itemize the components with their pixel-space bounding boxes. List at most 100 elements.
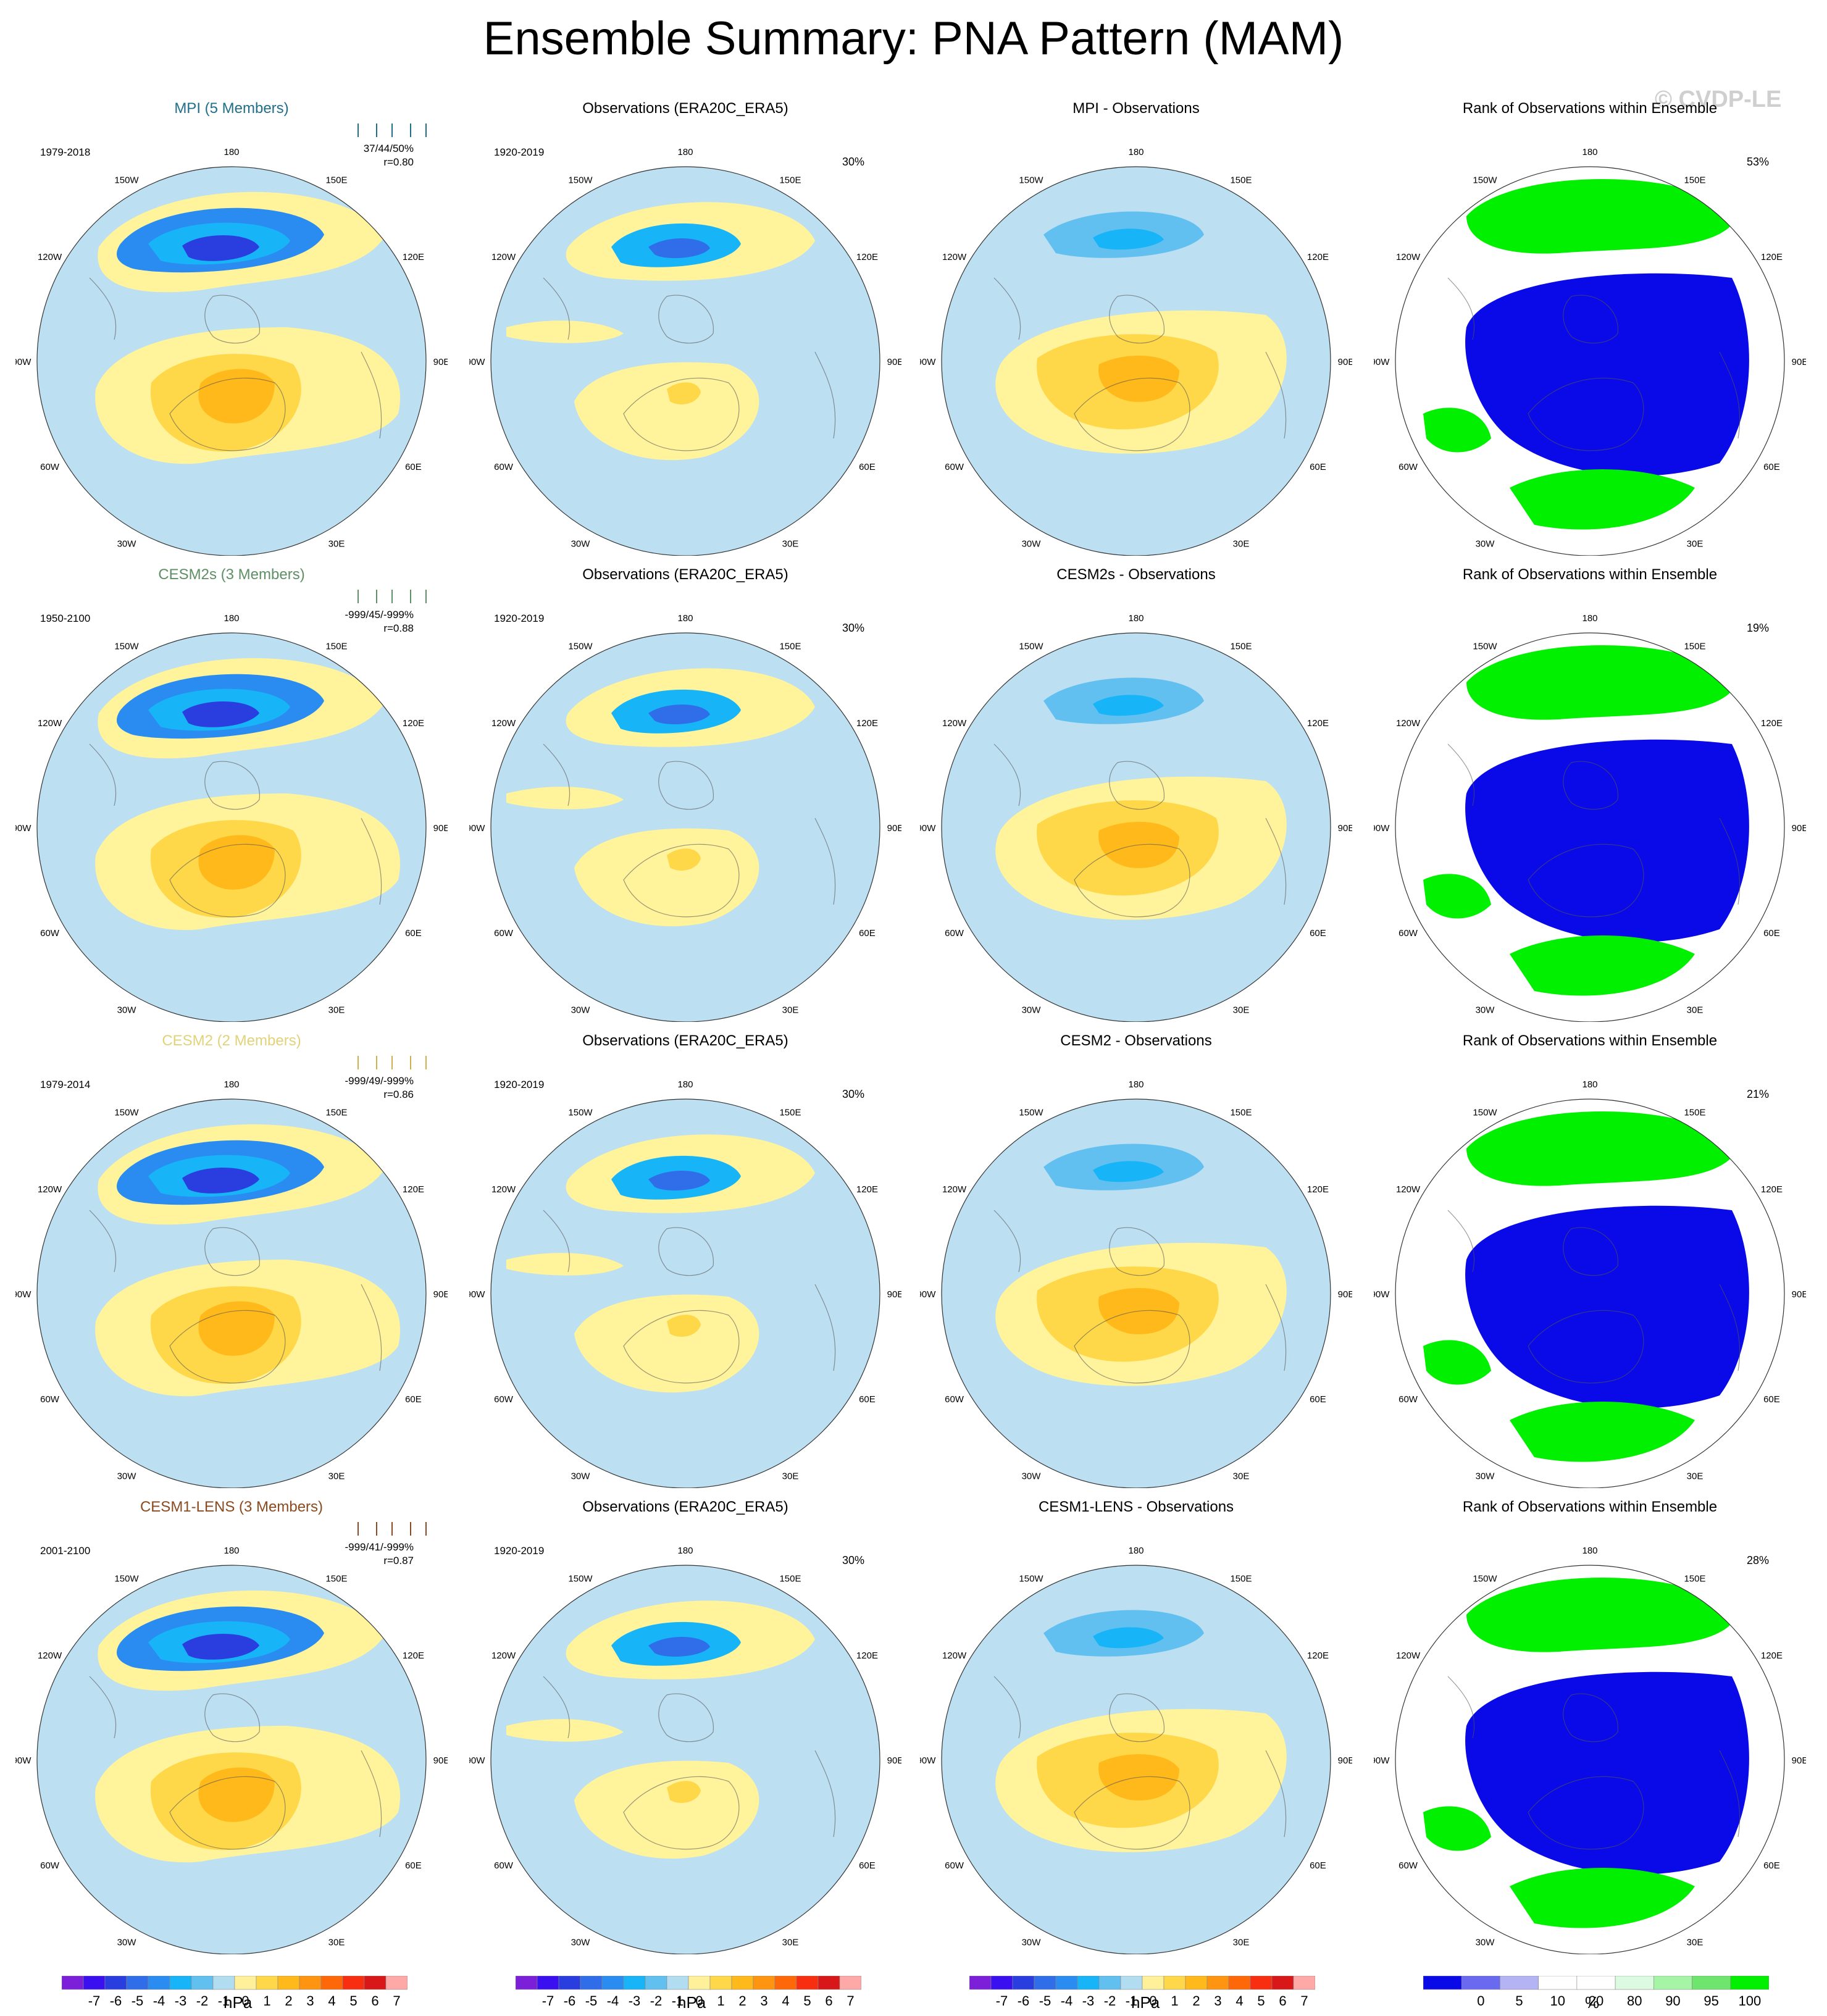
rank-percent-label: 53% — [1747, 156, 1769, 168]
longitude-label: 90E — [1338, 1755, 1352, 1766]
colorbar-swatch — [256, 1975, 278, 1990]
contour-region — [1093, 695, 1164, 716]
coastline — [1447, 1210, 1741, 1371]
longitude-label: 120W — [491, 718, 516, 729]
model-panel-title: CESM2 (2 Members) — [162, 1032, 301, 1049]
longitude-label: 90W — [1374, 1755, 1390, 1766]
longitude-label: 60W — [1398, 462, 1418, 472]
contour-region — [1510, 935, 1695, 996]
longitude-label: 150E — [1684, 642, 1705, 652]
longitude-label: 90E — [887, 357, 901, 367]
colorbar-swatch — [191, 1975, 214, 1990]
rank-panel-title: Rank of Observations within Ensemble — [1463, 566, 1717, 583]
longitude-label: 90E — [433, 357, 448, 367]
colorbar-swatch — [83, 1975, 106, 1990]
longitude-label: 90W — [469, 1755, 485, 1766]
colorbar-tick-label: 6 — [825, 1993, 832, 2009]
colorbar-tick-label: -6 — [1018, 1993, 1030, 2009]
contour-region — [667, 1781, 701, 1803]
longitude-label: 90W — [469, 823, 485, 834]
colorbar-unit: hPa — [1131, 1993, 1160, 2012]
longitude-label: 30E — [1233, 1937, 1250, 1947]
longitude-label: 90E — [887, 1755, 901, 1766]
longitude-label: 120E — [856, 1184, 878, 1195]
contour-region — [574, 362, 759, 461]
colorbar-swatch — [774, 1975, 797, 1990]
diff-panel: CESM1-LENS - Observations 180 150E 120E 90E 6… — [920, 1491, 1352, 1954]
longitude-label: 150E — [1230, 642, 1252, 652]
longitude-label: 30W — [117, 1471, 137, 1481]
colorbar-swatch — [537, 1975, 559, 1990]
contour-region — [648, 1170, 710, 1190]
period-label: 1920-2019 — [494, 613, 544, 624]
contour-region — [1466, 1578, 1738, 1652]
contour-region — [1093, 228, 1164, 250]
contour-region — [1510, 1868, 1695, 1928]
longitude-label: 150E — [325, 175, 347, 186]
longitude-label: 180 — [1582, 147, 1597, 157]
coastline — [543, 1210, 836, 1371]
longitude-label: 60E — [1310, 462, 1326, 472]
colorbar-swatch — [1730, 1975, 1770, 1990]
longitude-label: 120E — [856, 718, 878, 729]
explained-variance-label: 30% — [842, 1088, 864, 1100]
longitude-label: 60E — [859, 928, 876, 939]
colorbar-swatch — [969, 1975, 992, 1990]
longitude-label: 60W — [1398, 928, 1418, 939]
stats-line-2: r=0.87 — [383, 1555, 414, 1566]
longitude-label: 180 — [1582, 1545, 1597, 1556]
longitude-label: 60E — [1310, 1394, 1326, 1405]
coastline — [623, 843, 740, 918]
colorbar-tick-label: -1 — [1126, 1993, 1138, 2009]
colorbar-tick-label: -3 — [629, 1993, 641, 2009]
contour-region — [182, 701, 259, 727]
model-panel: CESM2 (2 Members) 1979-2014 -999/49/-999% r… — [15, 1025, 448, 1488]
contour-region — [1510, 469, 1695, 530]
stats-line-1: -999/41/-999% — [345, 1541, 414, 1553]
obs-panel: Observations (ERA20C_ERA5) 1920-2019 30% 18… — [469, 1491, 901, 1954]
longitude-label: 90E — [1338, 1289, 1352, 1300]
map-border — [1395, 1098, 1785, 1488]
longitude-label: 120E — [1761, 718, 1783, 729]
longitude-label: 30E — [782, 1937, 799, 1947]
longitude-label: 120W — [942, 252, 967, 262]
longitude-label: 180 — [224, 1079, 239, 1090]
map-border — [490, 1098, 880, 1488]
longitude-label: 90E — [433, 1289, 448, 1300]
map-border — [941, 166, 1331, 556]
map-border — [941, 1565, 1331, 1954]
longitude-label: 150W — [114, 175, 139, 186]
longitude-label: 60W — [494, 928, 514, 939]
colorbar-tick-label: 0 — [241, 1993, 249, 2009]
colorbar-tick-label: -4 — [153, 1993, 165, 2009]
coastline — [658, 295, 714, 344]
colorbar-unit: % — [1585, 1993, 1600, 2012]
coastline — [1447, 743, 1741, 905]
contour-region — [182, 1167, 259, 1194]
contour-region — [574, 1760, 759, 1859]
diff-panel-title: CESM2s - Observations — [1056, 566, 1215, 583]
map-border — [36, 632, 427, 1022]
period-label: 1979-2014 — [40, 1079, 90, 1090]
stats-line-2: r=0.88 — [383, 622, 414, 634]
coastline — [169, 1776, 286, 1850]
contour-region — [506, 787, 624, 809]
map-border — [941, 632, 1331, 1022]
colorbar-swatch — [320, 1975, 343, 1990]
period-label: 1920-2019 — [494, 1545, 544, 1557]
contour-region — [667, 1315, 701, 1337]
longitude-label: 30E — [782, 1471, 799, 1481]
longitude-label: 180 — [1582, 613, 1597, 624]
colorbar-tick-label: -2 — [196, 1993, 209, 2009]
colorbar-swatch — [1653, 1975, 1692, 1990]
colorbar-tick-label: 5 — [1515, 1993, 1523, 2009]
obs-panel: Observations (ERA20C_ERA5) 1920-2019 30% 18… — [469, 93, 901, 556]
colorbar-tick-label: 7 — [1300, 1993, 1308, 2009]
longitude-label: 120W — [491, 1650, 516, 1661]
longitude-label: 30E — [1233, 1005, 1250, 1015]
map-border — [1395, 632, 1785, 1022]
colorbar-tick-label: 6 — [1279, 1993, 1286, 2009]
colorbar-swatch — [645, 1975, 667, 1990]
longitude-label: 90W — [920, 1755, 936, 1766]
longitude-label: 60W — [1398, 1394, 1418, 1405]
